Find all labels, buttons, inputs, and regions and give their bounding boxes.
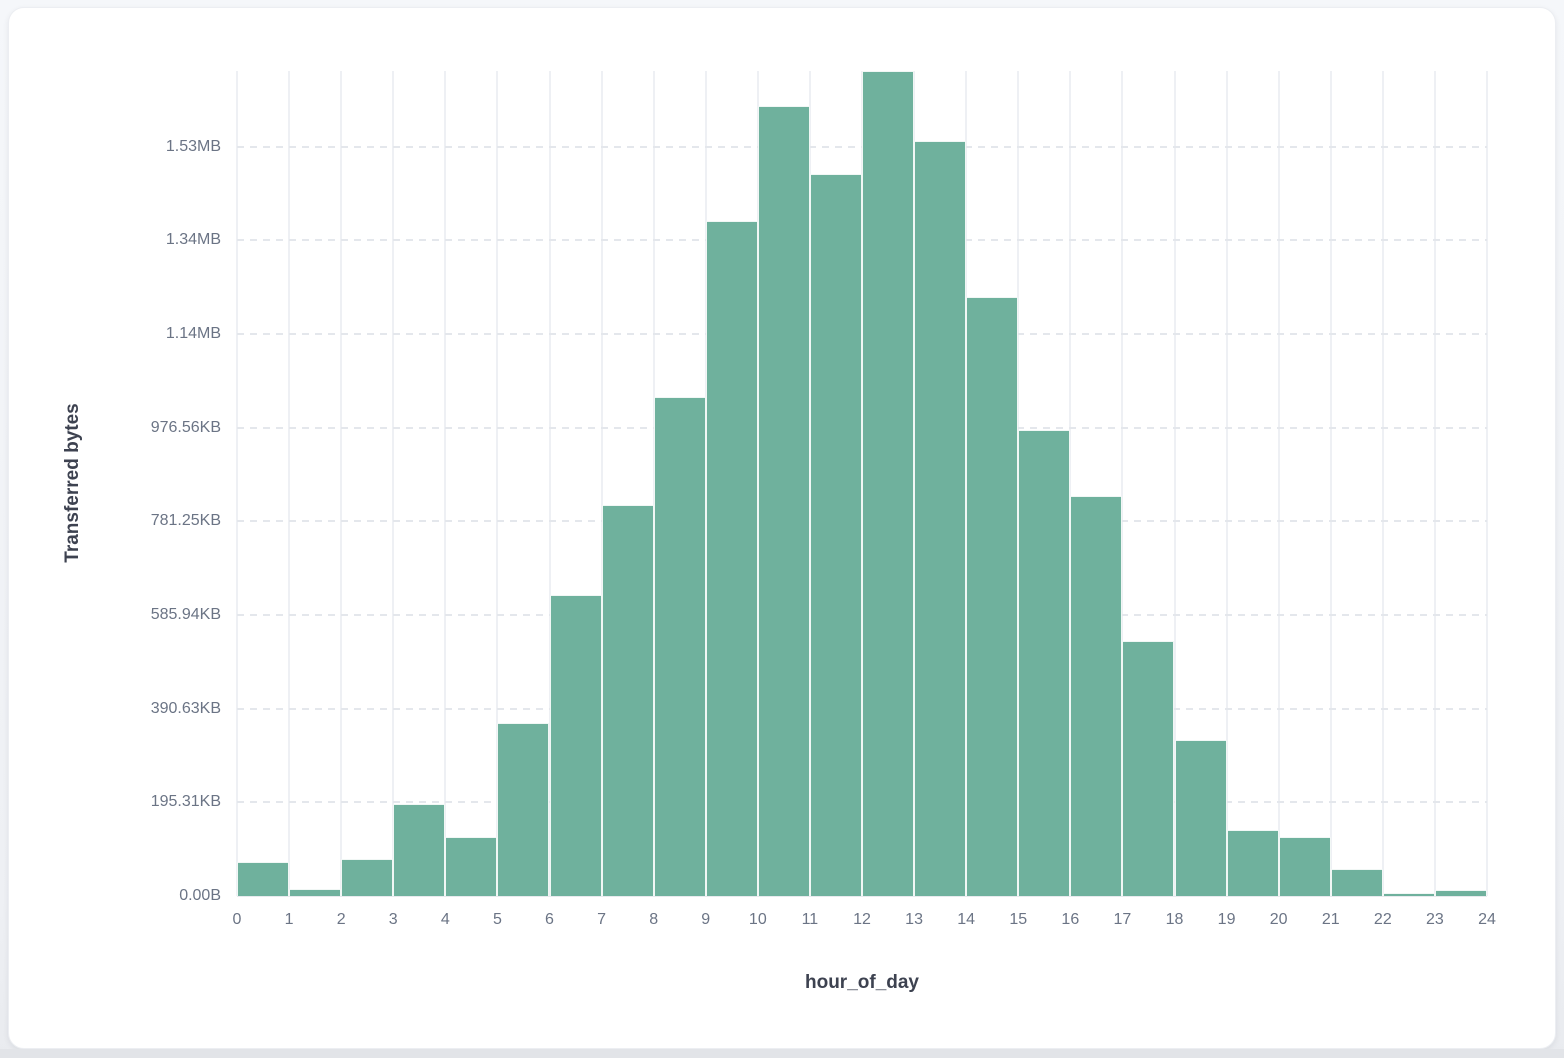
histogram-bar-hour-3[interactable] (393, 803, 446, 896)
x-tick-label: 19 (1217, 911, 1236, 928)
y-tick-label: 195.31KB (150, 793, 221, 811)
histogram-bar-hour-19[interactable] (1226, 829, 1279, 896)
histogram-bar-hour-21[interactable] (1330, 868, 1383, 896)
y-tick-label: 976.56KB (150, 418, 221, 436)
histogram-bar-hour-7[interactable] (601, 505, 654, 896)
histogram-bar-hour-23[interactable] (1434, 889, 1487, 896)
x-tick-label: 11 (801, 911, 819, 928)
x-axis-title: hour_of_day (804, 972, 920, 993)
histogram-bar-hour-1[interactable] (289, 888, 342, 896)
vertical-gridline (496, 71, 499, 896)
histogram-bar-hour-2[interactable] (341, 859, 394, 896)
x-tick-label: 12 (853, 911, 871, 928)
x-tick-label: 6 (545, 911, 554, 928)
x-tick-label: 1 (284, 911, 294, 928)
x-tick-label: 22 (1373, 911, 1392, 928)
x-tick-label: 5 (492, 911, 502, 928)
vertical-gridline (236, 71, 238, 896)
vertical-gridline (444, 71, 447, 896)
x-axis-baseline (237, 896, 1487, 897)
y-tick-label: 781.25KB (150, 512, 221, 530)
plot-area (236, 71, 1488, 897)
histogram-bar-hour-22[interactable] (1382, 893, 1435, 896)
vertical-gridline (1173, 71, 1176, 896)
histogram-bar-hour-4[interactable] (445, 837, 498, 896)
x-tick-label: 3 (388, 911, 398, 928)
y-tick-label: 1.34MB (165, 231, 221, 249)
x-tick-label: 14 (957, 911, 976, 928)
vertical-gridline (548, 71, 551, 896)
x-tick-label: 2 (336, 911, 346, 928)
histogram-bar-hour-10[interactable] (757, 106, 810, 896)
vertical-gridline (288, 71, 291, 896)
y-tick-label: 390.63KB (150, 699, 221, 717)
x-tick-label: 8 (649, 911, 659, 928)
x-tick-label: 4 (440, 911, 450, 928)
vertical-gridline (1329, 71, 1332, 896)
vertical-gridline (1277, 71, 1280, 896)
bottom-strip (0, 1049, 1564, 1058)
histogram-bar-hour-6[interactable] (549, 595, 602, 896)
vertical-gridline (1069, 71, 1072, 896)
y-tick-label: 1.53MB (165, 137, 221, 155)
vertical-gridline (1121, 71, 1124, 896)
x-tick-label: 15 (1009, 911, 1028, 928)
x-tick-label: 23 (1426, 911, 1444, 928)
histogram-bar-hour-9[interactable] (705, 221, 758, 896)
histogram-bar-hour-18[interactable] (1174, 740, 1227, 896)
x-tick-label: 7 (597, 911, 607, 928)
x-tick-label: 9 (701, 911, 711, 928)
y-tick-label: 0.00B (179, 887, 221, 904)
histogram-bar-hour-5[interactable] (497, 723, 550, 896)
histogram-bar-hour-15[interactable] (1018, 429, 1071, 896)
histogram-bar-hour-16[interactable] (1070, 495, 1123, 896)
histogram-bar-hour-11[interactable] (809, 174, 862, 896)
histogram-bar-hour-12[interactable] (862, 71, 915, 896)
vertical-gridline (1486, 71, 1488, 896)
histogram-bar-hour-8[interactable] (653, 396, 706, 896)
y-tick-label: 585.94KB (150, 606, 221, 624)
histogram-bar-hour-14[interactable] (966, 297, 1019, 896)
y-tick-label: 1.14MB (165, 325, 221, 343)
histogram-bar-hour-20[interactable] (1278, 836, 1331, 896)
vertical-gridline (1381, 71, 1384, 896)
x-tick-label: 17 (1113, 911, 1132, 928)
histogram-bar-hour-17[interactable] (1122, 640, 1175, 896)
vertical-gridline (1433, 71, 1436, 896)
x-tick-label: 24 (1478, 911, 1496, 928)
vertical-gridline (1225, 71, 1228, 896)
vertical-gridline (340, 71, 343, 896)
vertical-gridline (392, 71, 395, 896)
x-tick-label: 10 (748, 911, 767, 928)
x-tick-label: 13 (905, 911, 923, 928)
x-tick-label: 16 (1061, 911, 1080, 928)
histogram-bar-hour-13[interactable] (914, 141, 967, 896)
histogram-bar-hour-0[interactable] (237, 861, 290, 896)
x-tick-label: 20 (1269, 911, 1288, 928)
vertical-gridline (600, 71, 603, 896)
x-tick-label: 18 (1165, 911, 1184, 928)
x-tick-label: 0 (232, 911, 242, 928)
x-tick-label: 21 (1321, 911, 1340, 928)
